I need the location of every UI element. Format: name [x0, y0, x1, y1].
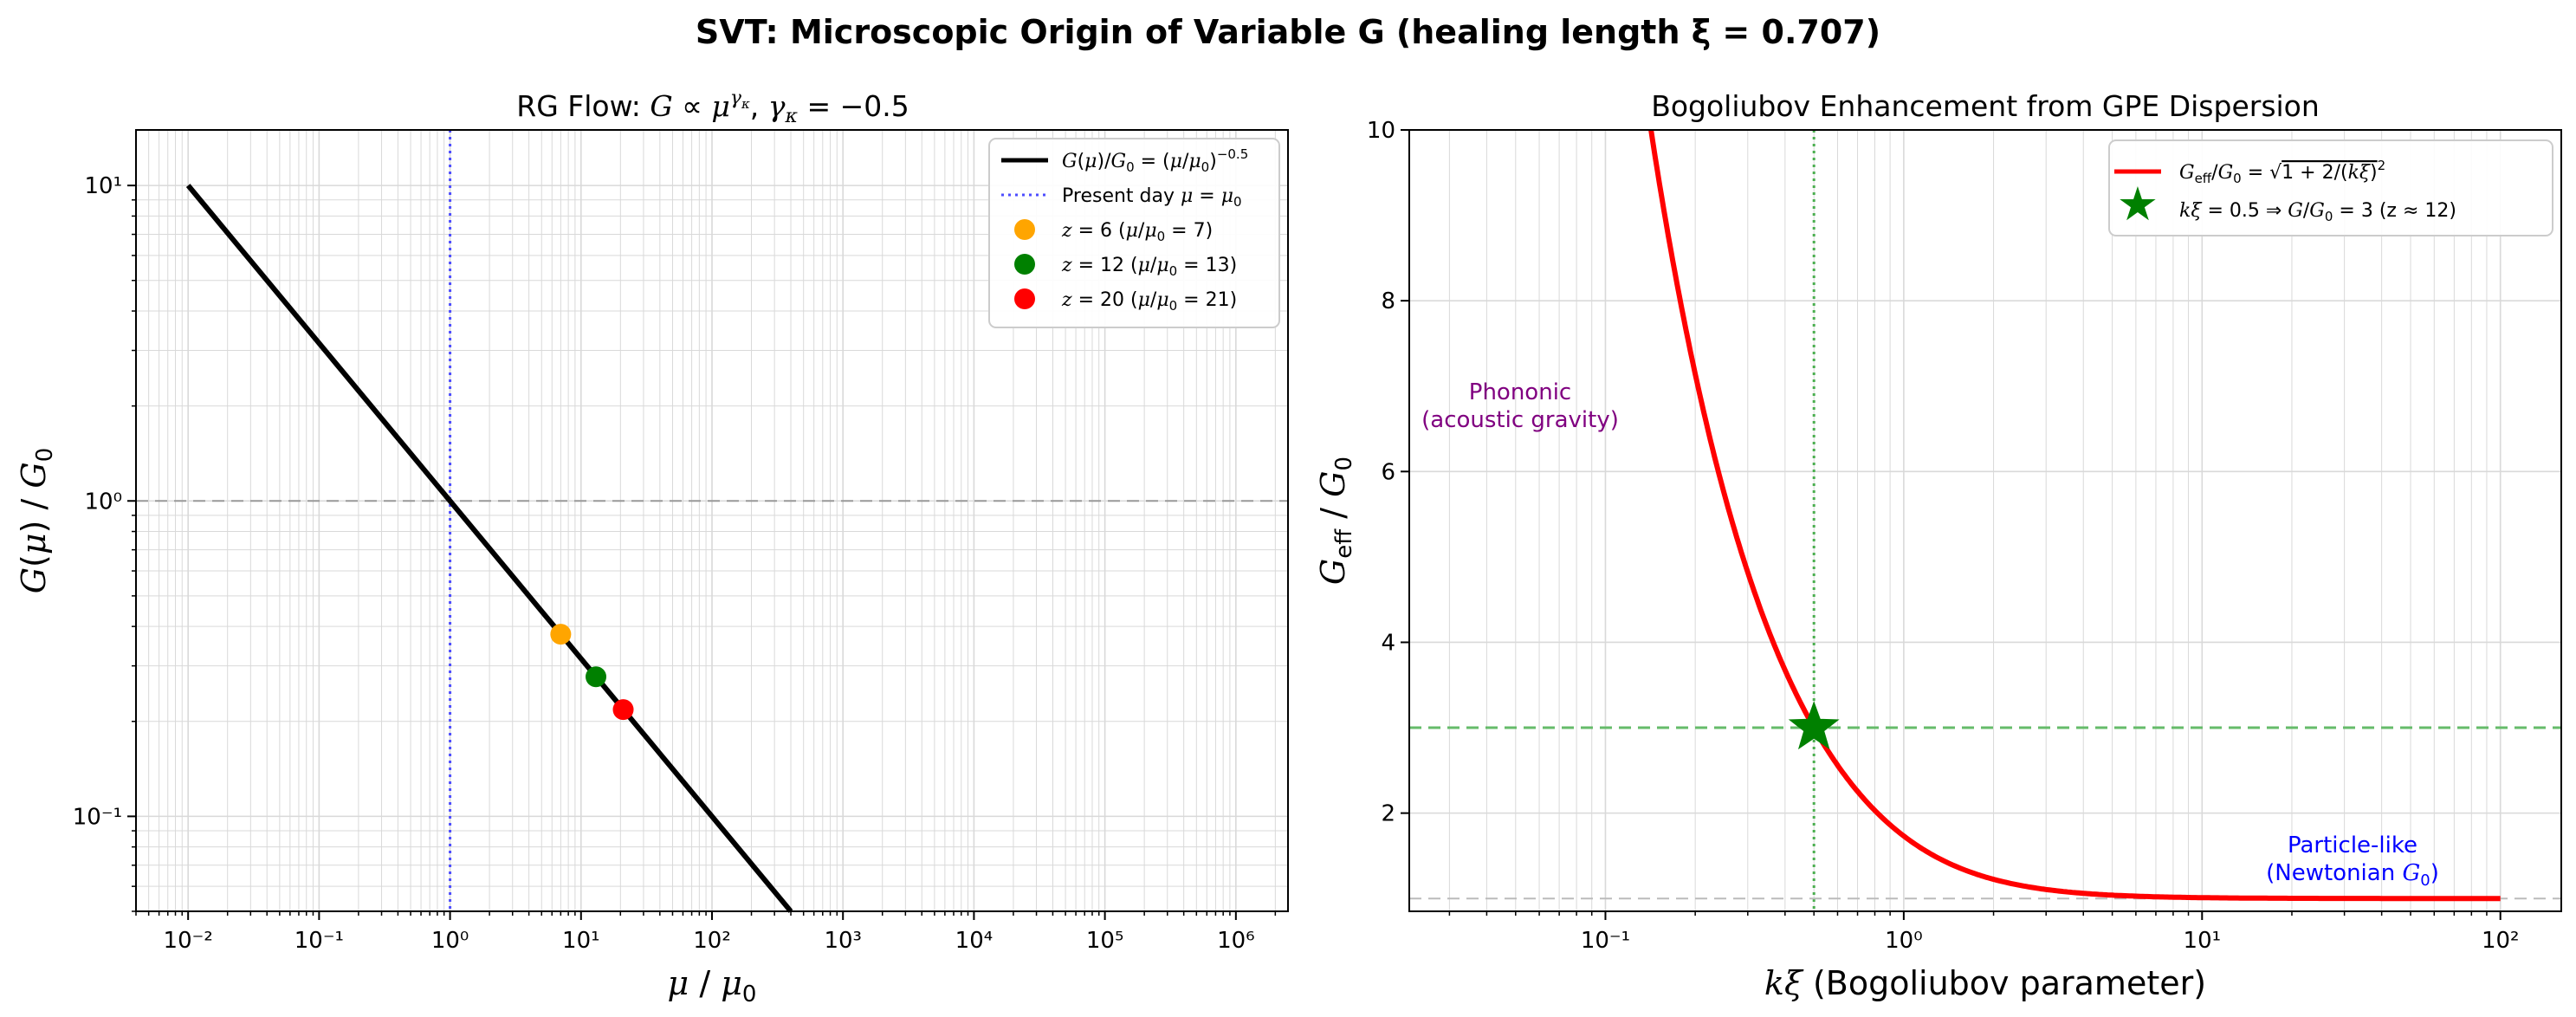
right-y-tick-label: 2: [1381, 801, 1395, 827]
left-x-tick-label: 10³: [824, 928, 862, 954]
right-plot-area: [1409, 130, 2561, 911]
legend-label-z20: z = 20 (μ/μ0 = 21): [1061, 289, 1237, 314]
annotation-phononic-line2: (acoustic gravity): [1421, 407, 1619, 433]
left-x-tick-label: 10⁰: [431, 928, 469, 954]
left-x-tick-label: 10¹: [562, 928, 600, 954]
left-x-axis-label: μ / μ0: [668, 964, 757, 1007]
left-plot-area: [136, 130, 1288, 913]
right-y-tick-label: 4: [1381, 630, 1395, 656]
legend-swatch-z12: [1014, 254, 1035, 275]
left-panel: RG Flow: G ∝ μγκ, γκ = −0.5 10⁻² 10⁻¹ 10⁰ 1…: [15, 87, 1289, 1007]
right-x-axis-label: kξ (Bogoliubov parameter): [1764, 964, 2206, 1002]
right-x-tick-label: 10⁰: [1885, 928, 1923, 954]
legend-swatch-z20: [1014, 288, 1035, 309]
right-grid: [1409, 129, 2561, 911]
left-redshift-point: [550, 624, 572, 645]
right-legend-box: [2108, 139, 2553, 236]
legend-swatch-star: ★: [2117, 177, 2159, 231]
legend-label-z6: z = 6 (μ/μ0 = 7): [1061, 220, 1213, 244]
legend-label-present: Present day μ = μ0: [1062, 185, 1242, 210]
right-y-axis-label: Geff / G0: [1314, 457, 1357, 585]
left-x-tick-label: 10⁻²: [164, 928, 213, 954]
right-chart-title: Bogoliubov Enhancement from GPE Dispersi…: [1651, 89, 2320, 123]
right-star-marker: [1788, 701, 1840, 750]
legend-swatch-z6: [1014, 219, 1035, 240]
annotation-particle-line2: (Newtonian G0): [2266, 860, 2439, 890]
right-ticks: 10⁻¹ 10⁰ 10¹ 10² 2 4 6 8 10: [1367, 118, 2520, 954]
right-y-tick-label: 6: [1381, 459, 1395, 485]
right-y-tick-label: 8: [1381, 288, 1395, 314]
left-legend-box: [988, 138, 1280, 328]
right-axes-frame: [1408, 129, 2562, 912]
right-x-tick-label: 10⁻¹: [1581, 928, 1630, 954]
annotation-phononic-line1: Phononic: [1469, 379, 1571, 405]
left-chart-title: RG Flow: G ∝ μγκ, γκ = −0.5: [516, 87, 909, 127]
legend-label-z12: z = 12 (μ/μ0 = 13): [1061, 255, 1237, 279]
left-legend: G(μ)/G0 = (μ/μ0)−0.5 Present day μ = μ0 …: [988, 138, 1280, 328]
right-legend: Geff/G0 = √1 + 2/(kξ)2 ★ kξ = 0.5 ⇒ G/G0…: [2108, 139, 2553, 236]
legend-label-geff: Geff/G0 = √1 + 2/(kξ)2: [2179, 158, 2385, 186]
left-y-tick-label: 10⁻¹: [73, 804, 122, 830]
left-redshift-point: [612, 699, 634, 721]
right-panel: Bogoliubov Enhancement from GPE Dispersi…: [1314, 89, 2562, 1002]
left-redshift-point: [586, 666, 607, 688]
left-x-tick-label: 10⁻¹: [294, 928, 344, 954]
legend-label-star: kξ = 0.5 ⇒ G/G0 = 3 (z ≈ 12): [2179, 200, 2456, 224]
left-x-tick-label: 10⁶: [1217, 928, 1255, 954]
left-x-tick-label: 10²: [693, 928, 731, 954]
figure-suptitle: SVT: Microscopic Origin of Variable G (h…: [696, 13, 1880, 51]
left-y-axis-label: G(μ) / G0: [15, 448, 58, 594]
right-series-curve: [1648, 130, 2501, 902]
legend-label-curve: G(μ)/G0 = (μ/μ0)−0.5: [1062, 146, 1248, 175]
left-x-tick-label: 10⁴: [955, 928, 994, 954]
left-y-tick-label: 10¹: [84, 173, 122, 199]
annotation-particle-line1: Particle-like: [2288, 832, 2417, 858]
left-y-tick-label: 10⁰: [84, 489, 122, 515]
left-series-line: [185, 184, 793, 913]
right-x-tick-label: 10¹: [2184, 928, 2222, 954]
left-ticks: 10⁻² 10⁻¹ 10⁰ 10¹ 10² 10³ 10⁴ 10⁵ 10⁶ 10⁻¹ 10⁰ 10¹: [73, 173, 1277, 954]
right-x-tick-label: 10²: [2482, 928, 2520, 954]
left-x-tick-label: 10⁵: [1086, 928, 1124, 954]
right-y-tick-label: 10: [1367, 118, 1395, 144]
